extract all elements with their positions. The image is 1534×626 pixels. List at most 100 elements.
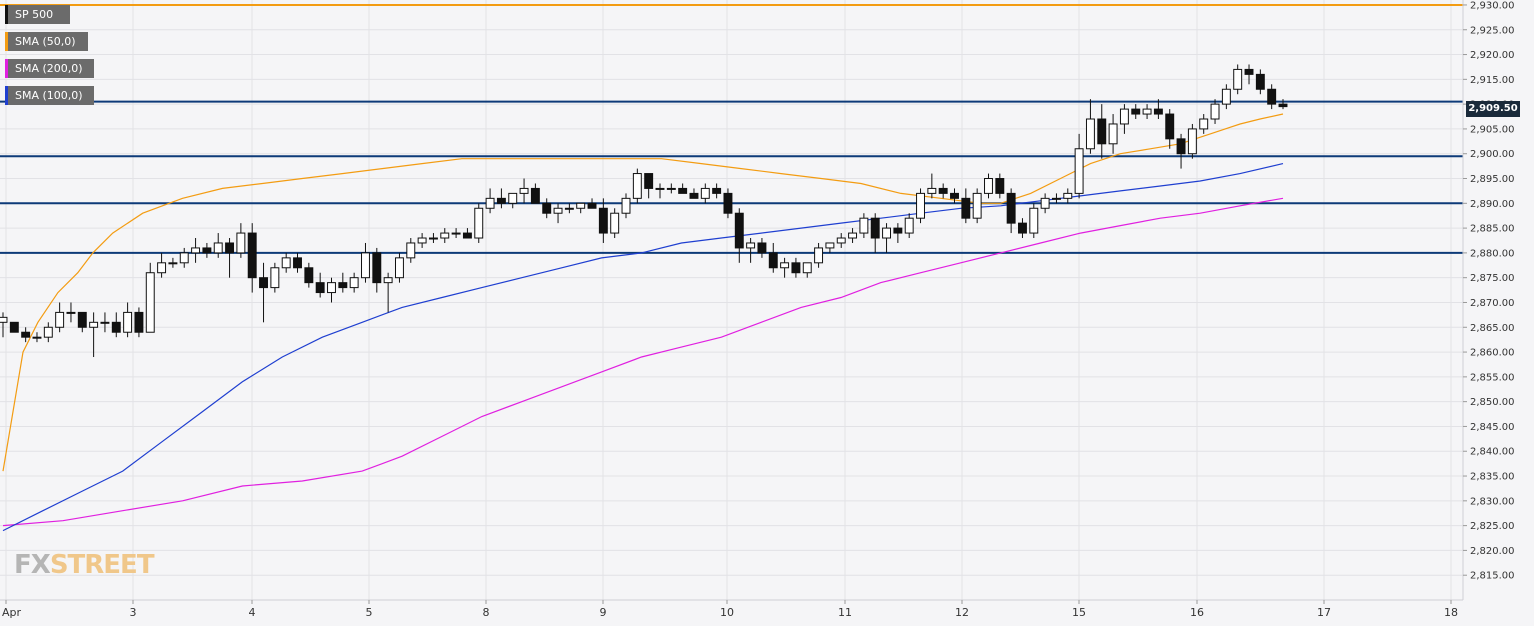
candle	[1142, 104, 1152, 120]
candle	[689, 188, 699, 199]
candle-body	[315, 282, 325, 294]
candle-body	[972, 192, 982, 219]
candle-body	[870, 217, 880, 239]
candle	[644, 173, 654, 199]
legend-swatch-sma100	[5, 86, 8, 105]
legend-item-sma100[interactable]: SMA (100,0)	[5, 86, 94, 105]
legend-item-sma50[interactable]: SMA (50,0)	[5, 32, 88, 51]
y-tick-label: 2,915.00	[1470, 75, 1515, 86]
candle-body	[236, 232, 246, 254]
candle	[293, 252, 302, 273]
candle	[780, 257, 790, 278]
candle	[893, 223, 903, 243]
candle	[1018, 218, 1027, 239]
y-tick-label: 2,930.00	[1470, 0, 1515, 11]
candle	[281, 252, 291, 273]
candle-body	[474, 207, 484, 239]
x-tick-label: Apr	[2, 606, 22, 619]
candle	[768, 242, 778, 273]
candle	[0, 312, 8, 338]
candle	[100, 312, 110, 333]
candle-body	[961, 197, 971, 219]
candle	[904, 213, 914, 239]
legend-swatch-sma50	[5, 32, 8, 51]
candle-body	[66, 311, 76, 314]
candle	[995, 173, 1005, 199]
candle-body	[77, 311, 87, 328]
candle	[825, 242, 835, 253]
candle-body	[1176, 138, 1186, 155]
candle-body	[428, 237, 438, 240]
candle	[848, 228, 858, 243]
candle	[225, 238, 235, 278]
candle	[621, 193, 631, 219]
y-tick-label: 2,905.00	[1470, 124, 1515, 135]
y-tick-label: 2,835.00	[1470, 472, 1515, 483]
y-tick-label: 2,855.00	[1470, 372, 1515, 383]
candle	[202, 242, 212, 258]
x-tick-label: 12	[955, 606, 969, 619]
candle-body	[394, 257, 404, 279]
candle	[1006, 188, 1016, 234]
candle	[259, 262, 268, 323]
candle-body	[349, 277, 359, 289]
candle-body	[1119, 108, 1129, 125]
candle	[1085, 99, 1095, 154]
candle	[43, 322, 53, 343]
candle-body	[519, 187, 529, 194]
candle-body	[564, 207, 574, 210]
candle	[213, 233, 223, 258]
candle-body	[179, 252, 189, 264]
candle-body	[542, 202, 552, 214]
candlesticks	[0, 64, 1288, 358]
candle-body	[1255, 73, 1265, 90]
candle	[1029, 203, 1039, 239]
legend-item-sma200[interactable]: SMA (200,0)	[5, 59, 94, 78]
candle-body	[89, 321, 99, 328]
candle	[406, 238, 416, 263]
y-tick-label: 2,840.00	[1470, 447, 1515, 458]
candle-body	[417, 237, 427, 244]
candle	[168, 257, 178, 268]
candle	[270, 262, 280, 293]
candle-body	[1074, 148, 1084, 194]
candle	[462, 228, 472, 239]
candle-body	[1199, 118, 1209, 130]
legend-item-sp500[interactable]: SP 500	[5, 5, 70, 24]
candle	[77, 311, 87, 333]
candle-body	[304, 267, 314, 284]
candle-body	[848, 232, 858, 239]
candle-body	[1108, 123, 1118, 145]
x-tick-label: 16	[1190, 606, 1204, 619]
y-tick-label: 2,825.00	[1470, 521, 1515, 532]
candle	[1040, 193, 1050, 214]
logo-part-street: STREET	[49, 550, 155, 580]
candle-body	[1006, 192, 1016, 224]
candle	[1255, 69, 1265, 95]
candle-body	[1244, 68, 1254, 75]
candle-body	[1063, 192, 1073, 199]
candle	[1210, 99, 1220, 124]
candle	[1153, 99, 1163, 120]
candle-body	[259, 277, 268, 289]
candle-body	[802, 262, 812, 274]
candle	[236, 223, 246, 258]
y-tick-label: 2,870.00	[1470, 298, 1515, 309]
candle	[564, 203, 574, 214]
y-tick-label: 2,920.00	[1470, 50, 1515, 61]
candle-body	[168, 262, 178, 265]
candle	[1051, 193, 1061, 204]
y-axis-ticks: 2,815.00 2,820.00 2,825.00 2,830.00 2,835.00…	[1463, 0, 1515, 582]
candle-body	[712, 187, 722, 194]
candle	[361, 242, 370, 283]
candle-body	[202, 247, 212, 254]
candle-body	[1142, 108, 1152, 115]
candle	[383, 272, 393, 313]
candle	[417, 233, 427, 248]
candle-body	[383, 277, 393, 284]
candle-body	[134, 311, 144, 333]
candle	[474, 203, 484, 243]
candle	[191, 238, 201, 263]
